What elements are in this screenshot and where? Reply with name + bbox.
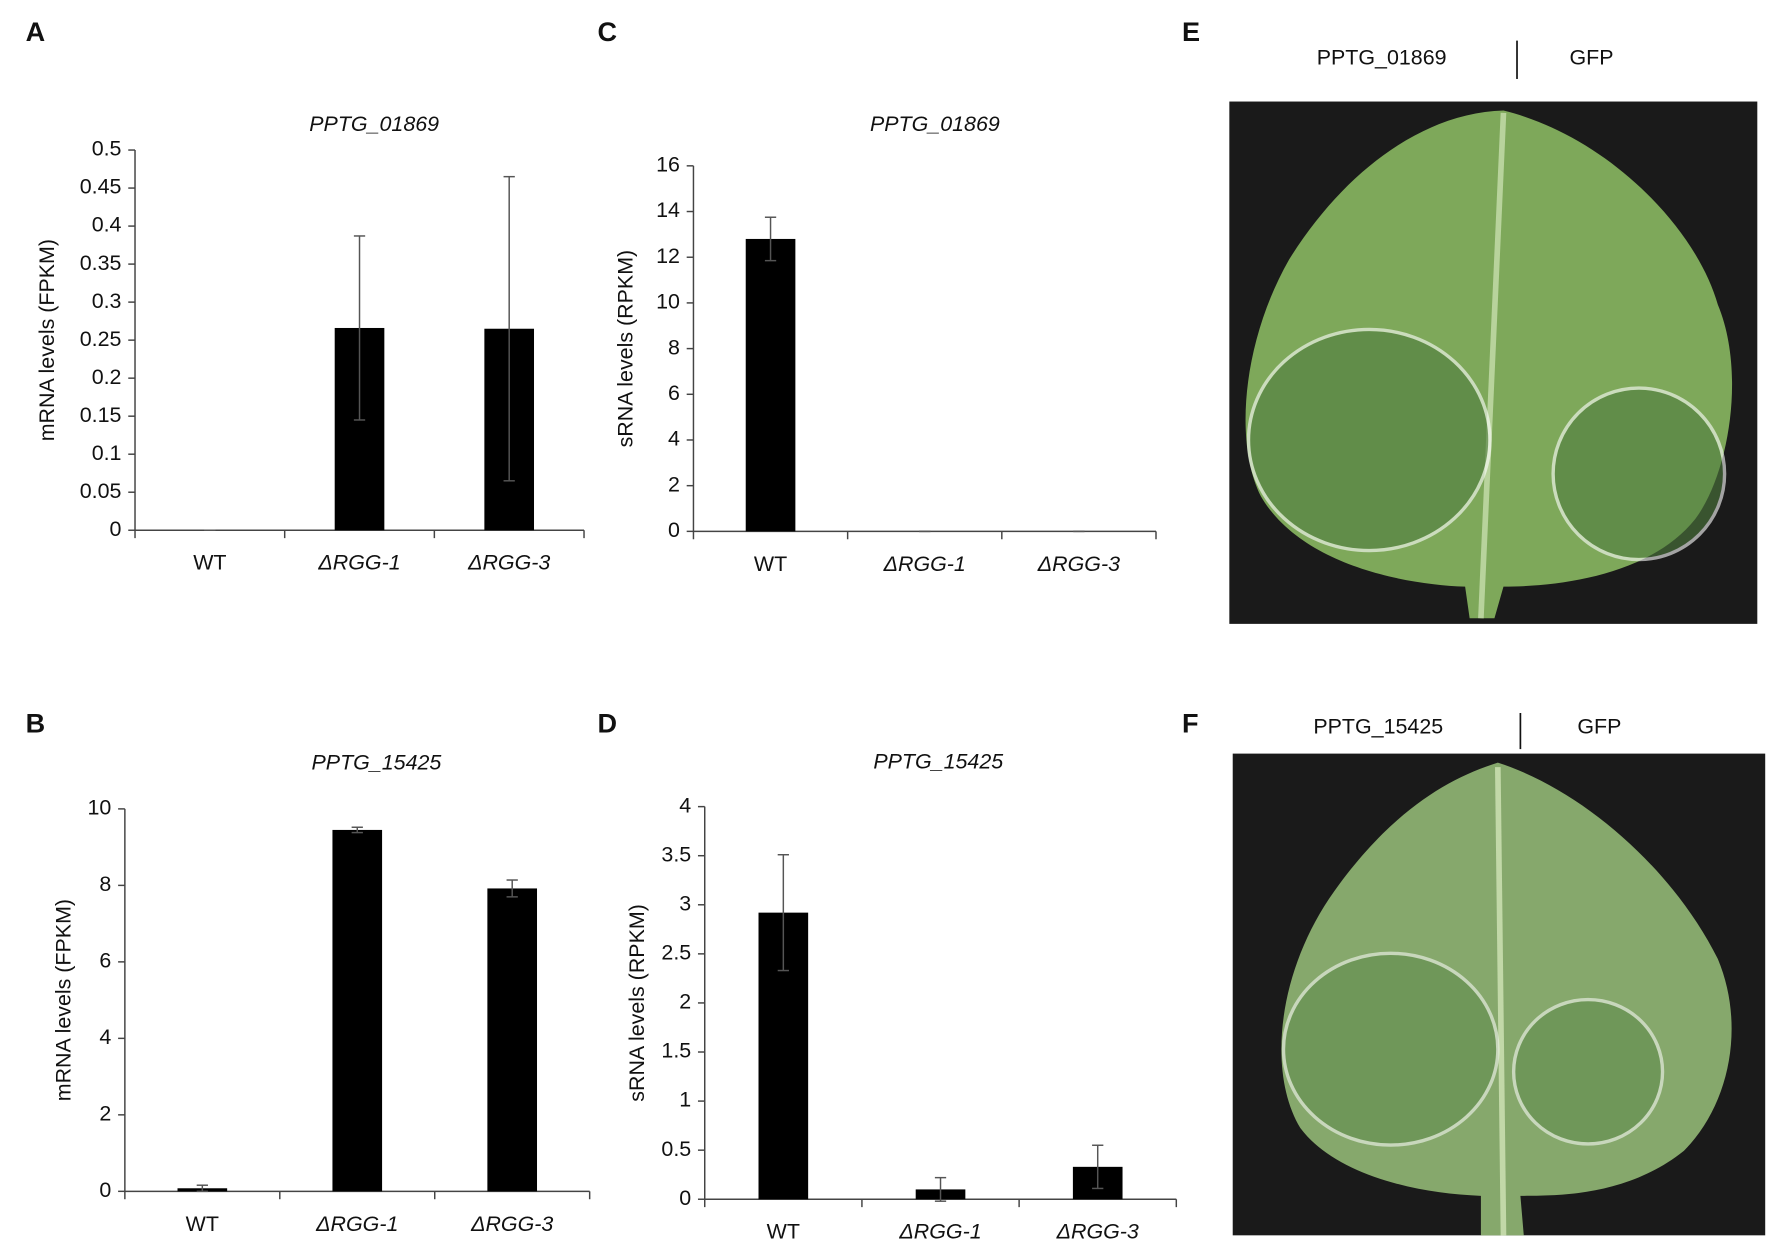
y-axis-label: sRNA levels (RPKM) [614, 250, 638, 448]
bar [332, 829, 383, 1192]
error-bar [503, 175, 515, 482]
photo-label: GFP [1577, 714, 1621, 738]
panel-label: D [598, 708, 618, 739]
y-tick-label: 0 [668, 518, 680, 542]
error-bar [777, 853, 789, 972]
y-tick-label: 2 [679, 990, 691, 1014]
error-bar [934, 1176, 947, 1202]
photo-label: PPTG_01869 [1317, 45, 1447, 69]
x-tick-label: WT [193, 551, 226, 575]
error-bar [351, 826, 363, 834]
y-tick-label: 10 [87, 796, 111, 820]
y-tick-label: 10 [656, 290, 680, 314]
y-tick-label: 1.5 [661, 1039, 691, 1063]
error-bar [353, 235, 366, 421]
panel-label: B [26, 708, 46, 739]
y-tick-label: 0.3 [92, 289, 122, 313]
chart-title: PPTG_01869 [309, 112, 439, 136]
y-tick-label: 0.2 [92, 365, 122, 389]
y-tick-label: 0.35 [80, 251, 122, 275]
y-tick-label: 3 [679, 891, 691, 915]
y-tick-label: 12 [656, 244, 680, 268]
x-tick-label: ΔRGG-1 [315, 1212, 398, 1236]
error-bar [196, 1184, 208, 1193]
panel-label: A [26, 16, 46, 47]
x-tick-label: ΔRGG-1 [898, 1220, 981, 1244]
y-tick-label: 0 [679, 1186, 691, 1210]
x-tick-label: WT [767, 1220, 800, 1244]
error-bar [1092, 1144, 1104, 1190]
y-tick-label: 8 [668, 335, 680, 359]
y-tick-label: 0.5 [661, 1137, 691, 1161]
y-tick-label: 4 [99, 1025, 111, 1049]
leaf-photo [1229, 40, 1758, 624]
panel-label: C [598, 16, 618, 47]
y-tick-label: 1 [679, 1088, 691, 1112]
y-tick-label: 8 [99, 872, 111, 896]
x-tick-label: ΔRGG-3 [467, 551, 550, 575]
panel-label: E [1182, 16, 1200, 47]
chart-title: PPTG_15425 [312, 750, 442, 774]
photo-label: PPTG_15425 [1313, 714, 1443, 738]
x-tick-label: ΔRGG-3 [1037, 552, 1120, 576]
chart-title: PPTG_15425 [873, 749, 1003, 773]
x-tick-label: ΔRGG-3 [470, 1212, 553, 1236]
y-tick-label: 0.45 [80, 175, 122, 199]
y-tick-label: 0.25 [80, 327, 122, 351]
y-tick-label: 0 [99, 1178, 111, 1202]
y-tick-label: 16 [656, 152, 680, 176]
chart-title: PPTG_01869 [870, 112, 1000, 136]
leaf-photo [1232, 712, 1766, 1236]
y-tick-label: 0.05 [80, 479, 122, 503]
y-tick-label: 4 [679, 793, 691, 817]
y-tick-label: 14 [656, 198, 680, 222]
y-tick-label: 0.1 [92, 441, 122, 465]
x-tick-label: WT [186, 1212, 219, 1236]
y-tick-label: 4 [668, 427, 680, 451]
y-tick-label: 0 [110, 517, 122, 541]
y-axis-label: mRNA levels (FPKM) [35, 239, 59, 441]
y-axis-label: sRNA levels (RPKM) [625, 904, 649, 1102]
y-tick-label: 6 [668, 381, 680, 405]
y-axis-label: mRNA levels (FPKM) [52, 899, 76, 1101]
x-tick-label: WT [754, 552, 787, 576]
error-bar [506, 879, 518, 898]
y-tick-label: 2 [99, 1102, 111, 1126]
y-tick-label: 2 [668, 472, 680, 496]
y-tick-label: 0.15 [80, 403, 122, 427]
y-tick-label: 2.5 [661, 941, 691, 965]
photo-label: GFP [1569, 45, 1613, 69]
y-tick-label: 0.5 [92, 137, 122, 161]
x-tick-label: ΔRGG-3 [1056, 1220, 1139, 1244]
bar [487, 888, 538, 1192]
bar [745, 238, 796, 532]
panel-label: F [1182, 708, 1199, 739]
y-tick-label: 6 [99, 949, 111, 973]
y-tick-label: 3.5 [661, 842, 691, 866]
error-bar [764, 216, 777, 262]
x-tick-label: ΔRGG-1 [317, 551, 400, 575]
y-tick-label: 0.4 [92, 213, 122, 237]
x-tick-label: ΔRGG-1 [883, 552, 966, 576]
